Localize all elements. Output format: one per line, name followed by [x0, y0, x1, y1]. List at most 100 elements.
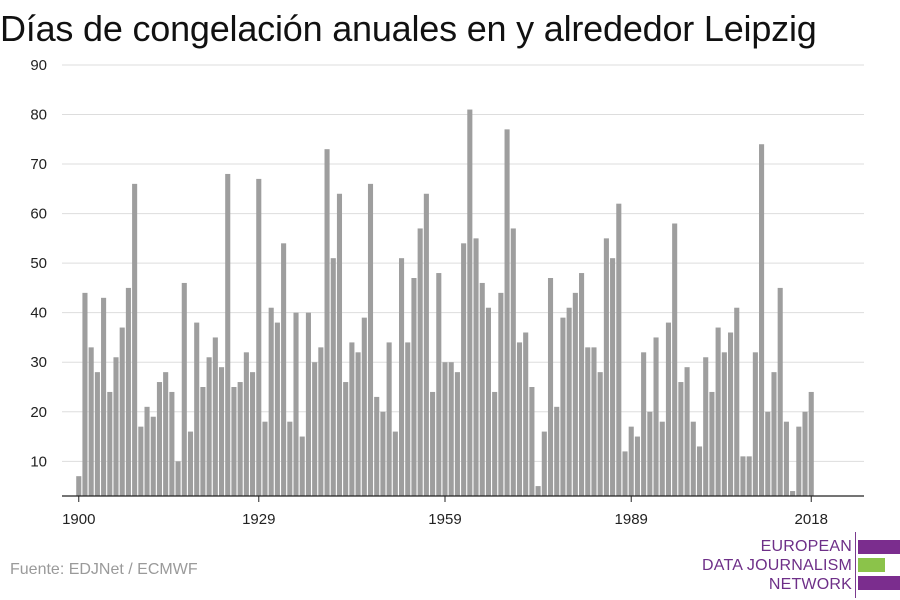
- bar-1945: [355, 352, 361, 496]
- bar-1943: [343, 382, 349, 496]
- y-tick-label-60: 60: [30, 206, 47, 223]
- bar-1988: [622, 451, 628, 496]
- bar-2005: [728, 332, 734, 496]
- bar-1922: [212, 337, 218, 496]
- bar-1934: [287, 421, 293, 496]
- bar-1903: [94, 372, 100, 496]
- bar-1979: [566, 307, 572, 496]
- y-tick-label-20: 20: [30, 404, 47, 421]
- bar-1983: [591, 347, 597, 496]
- bar-1995: [665, 322, 672, 496]
- bar-1923: [218, 367, 225, 496]
- bar-2006: [734, 307, 740, 496]
- bar-2017: [802, 411, 808, 496]
- bar-2015: [790, 491, 796, 496]
- bar-1935: [293, 312, 299, 496]
- y-tick-label-90: 90: [30, 57, 47, 74]
- bar-1906: [113, 357, 119, 496]
- bar-1958: [436, 273, 442, 496]
- bar-2007: [740, 456, 746, 496]
- source-note: Fuente: EDJNet / ECMWF: [10, 561, 198, 578]
- bar-1989: [628, 426, 634, 496]
- y-tick-label-70: 70: [30, 156, 47, 173]
- bar-1940: [324, 149, 330, 496]
- bar-1982: [585, 347, 591, 496]
- bar-1914: [163, 372, 169, 496]
- bar-1962: [461, 243, 467, 496]
- bar-1974: [535, 486, 541, 496]
- bar-1944: [349, 342, 355, 496]
- bar-1902: [88, 347, 94, 496]
- bar-1997: [678, 382, 684, 496]
- bar-1911: [144, 406, 150, 496]
- bar-1975: [541, 431, 547, 496]
- bar-1927: [243, 352, 249, 496]
- bar-1918: [187, 431, 194, 496]
- bar-1986: [610, 258, 616, 496]
- bar-1924: [225, 173, 231, 496]
- bar-1955: [417, 228, 423, 496]
- edjnet-logo[interactable]: EUROPEAN DATA JOURNALISM NETWORK: [700, 530, 900, 600]
- bar-1954: [411, 278, 417, 496]
- bar-2003: [715, 327, 721, 496]
- bar-1909: [132, 183, 138, 497]
- bar-1917: [181, 282, 187, 496]
- x-tick-label-1959: 1959: [428, 511, 461, 528]
- bar-1967: [492, 391, 498, 496]
- y-tick-label-50: 50: [30, 255, 47, 272]
- bar-1981: [579, 273, 585, 496]
- y-tick-label-80: 80: [30, 107, 47, 124]
- bar-1946: [361, 317, 367, 496]
- bar-1901: [82, 292, 88, 496]
- y-tick-label-40: 40: [30, 305, 47, 322]
- x-tick-label-1900: 1900: [62, 511, 95, 528]
- bar-1996: [672, 223, 678, 496]
- bar-1980: [572, 292, 578, 496]
- bar-1994: [659, 421, 665, 496]
- bar-1900: [76, 476, 82, 496]
- logo-bar-purple-bottom: [858, 576, 900, 590]
- x-tick-label-1989: 1989: [615, 511, 648, 528]
- bar-1910: [138, 426, 144, 496]
- bar-1908: [125, 287, 131, 496]
- bar-1977: [554, 406, 560, 496]
- bar-1963: [467, 109, 473, 497]
- bar-1928: [250, 372, 256, 496]
- bar-2011: [765, 411, 771, 496]
- bar-1904: [101, 297, 107, 496]
- bar-1972: [523, 332, 529, 496]
- bar-1991: [641, 352, 647, 496]
- bar-1937: [305, 312, 311, 496]
- bar-1915: [169, 391, 175, 496]
- bar-1952: [399, 258, 405, 496]
- bar-1951: [392, 431, 398, 496]
- x-tick-label-1929: 1929: [242, 511, 275, 528]
- bars: [76, 109, 814, 497]
- bar-1920: [200, 387, 206, 496]
- bar-1961: [454, 372, 460, 496]
- bar-1953: [405, 342, 411, 496]
- bar-1932: [274, 322, 280, 496]
- bar-2016: [796, 426, 802, 496]
- bar-1959: [442, 362, 448, 496]
- x-tick-label-2018: 2018: [795, 511, 828, 528]
- bar-1949: [380, 411, 386, 496]
- chart-title: Días de congelación anuales en y alreded…: [0, 8, 817, 49]
- bar-1939: [318, 347, 324, 496]
- bar-1925: [231, 387, 237, 496]
- bar-1941: [330, 258, 336, 496]
- bar-1992: [647, 411, 653, 496]
- bar-1984: [597, 372, 603, 496]
- bar-1913: [156, 382, 162, 496]
- bar-2018: [808, 391, 814, 496]
- logo-divider: [855, 532, 856, 598]
- bar-1905: [107, 391, 113, 496]
- bar-1907: [119, 327, 125, 496]
- bar-2000: [696, 446, 703, 496]
- bar-1999: [690, 421, 696, 496]
- y-axis-ticks: 10 20 30 40 50 60 70 80 90: [30, 57, 47, 470]
- bar-1950: [386, 342, 392, 496]
- y-tick-label-30: 30: [30, 354, 47, 371]
- y-tick-label-10: 10: [30, 453, 47, 470]
